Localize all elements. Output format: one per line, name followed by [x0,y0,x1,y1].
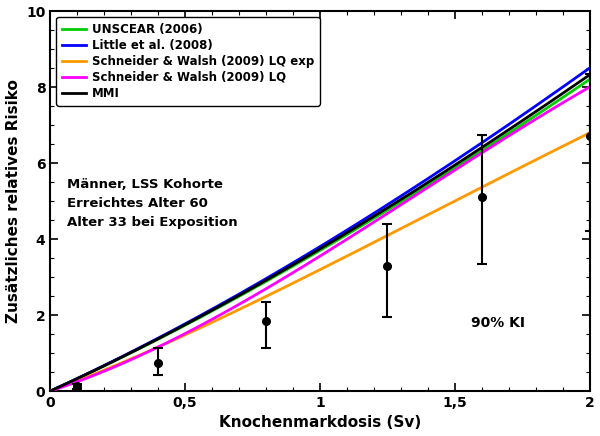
Little et al. (2008) [477,141,484,146]
Schneider & Walsh (2009) LQ [417,190,424,195]
Little et al. (2008) [47,388,54,394]
Schneider & Walsh (2009) LQ [265,285,272,290]
Schneider & Walsh (2009) LQ exp [284,283,292,288]
UNSCEAR (2006) [102,363,109,368]
UNSCEAR (2006) [47,388,54,394]
Schneider & Walsh (2009) LQ exp [417,216,424,221]
X-axis label: Knochenmarkdosis (Sv): Knochenmarkdosis (Sv) [219,416,421,430]
UNSCEAR (2006) [467,155,475,160]
Legend: UNSCEAR (2006), Little et al. (2008), Schneider & Walsh (2009) LQ exp, Schneider: UNSCEAR (2006), Little et al. (2008), Sc… [56,17,320,106]
Schneider & Walsh (2009) LQ exp [47,388,54,394]
Schneider & Walsh (2009) LQ [102,368,109,373]
UNSCEAR (2006) [477,149,484,154]
Little et al. (2008) [284,263,292,269]
Little et al. (2008) [417,181,424,186]
Line: Schneider & Walsh (2009) LQ exp: Schneider & Walsh (2009) LQ exp [50,133,590,391]
Schneider & Walsh (2009) LQ exp [477,185,484,191]
Text: Männer, LSS Kohorte
Erreichtes Alter 60
Alter 33 bei Exposition: Männer, LSS Kohorte Erreichtes Alter 60 … [67,178,237,229]
MMI [477,146,484,151]
UNSCEAR (2006) [265,277,272,283]
Schneider & Walsh (2009) LQ [467,157,475,163]
Little et al. (2008) [467,147,475,153]
MMI [284,265,292,270]
MMI [467,152,475,157]
Schneider & Walsh (2009) LQ [284,273,292,278]
MMI [265,276,272,281]
Schneider & Walsh (2009) LQ [477,151,484,156]
UNSCEAR (2006) [417,187,424,192]
Schneider & Walsh (2009) LQ [47,388,54,394]
Schneider & Walsh (2009) LQ exp [586,130,593,136]
UNSCEAR (2006) [284,266,292,272]
Little et al. (2008) [102,362,109,368]
MMI [47,388,54,394]
Little et al. (2008) [265,275,272,280]
Text: 90% KI: 90% KI [471,316,525,330]
Schneider & Walsh (2009) LQ [586,85,593,90]
Line: MMI: MMI [50,75,590,391]
Line: Schneider & Walsh (2009) LQ: Schneider & Walsh (2009) LQ [50,87,590,391]
MMI [586,72,593,78]
UNSCEAR (2006) [586,77,593,82]
Schneider & Walsh (2009) LQ exp [467,190,475,195]
Line: UNSCEAR (2006): UNSCEAR (2006) [50,79,590,391]
Line: Little et al. (2008): Little et al. (2008) [50,68,590,391]
Schneider & Walsh (2009) LQ exp [265,293,272,298]
Schneider & Walsh (2009) LQ exp [102,367,109,372]
Little et al. (2008) [586,65,593,71]
MMI [417,184,424,190]
Y-axis label: Zusätzliches relatives Risiko: Zusätzliches relatives Risiko [5,79,20,323]
MMI [102,362,109,368]
